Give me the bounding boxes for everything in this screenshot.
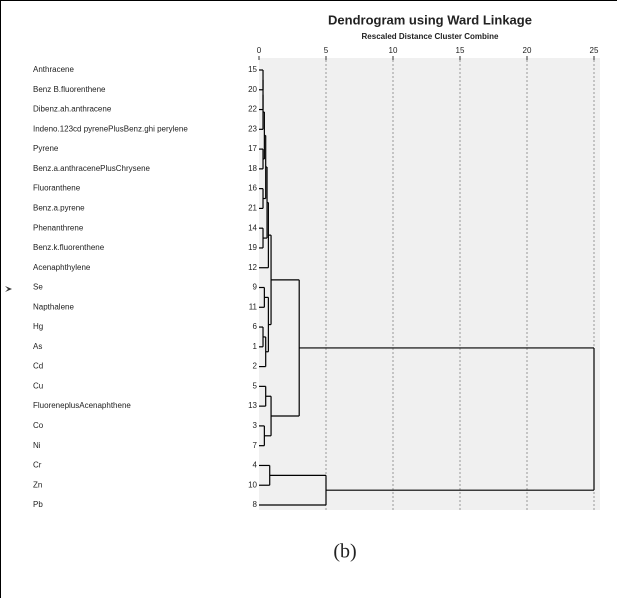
leaf-label: Pyrene [33, 144, 59, 153]
leaf-label: Ni [33, 441, 41, 450]
leaf-label: Dibenz.ah.anthracene [33, 105, 112, 114]
leaf-label: Benz.k.fluorenthene [33, 243, 105, 252]
row-pointer [5, 286, 12, 292]
leaf-label: Benz.a.pyrene [33, 204, 85, 213]
x-tick-label: 15 [456, 46, 465, 55]
leaf-label: FluoreneplusAcenaphthene [33, 401, 131, 410]
case-number: 17 [248, 144, 257, 153]
leaf-label: Cu [33, 381, 43, 390]
case-number: 6 [253, 322, 258, 331]
chart-title: Dendrogram using Ward Linkage [328, 12, 532, 27]
leaf-label: Cr [33, 461, 42, 470]
leaf-label: Hg [33, 322, 43, 331]
leaf-label: As [33, 342, 42, 351]
x-tick-label: 25 [590, 46, 599, 55]
case-number: 23 [248, 124, 257, 133]
leaf-label: Napthalene [33, 302, 74, 311]
caption: (b) [333, 541, 356, 563]
leaf-label: Anthracene [33, 65, 74, 74]
case-number: 22 [248, 105, 257, 114]
case-number: 1 [253, 342, 258, 351]
x-tick-label: 10 [389, 46, 398, 55]
case-number: 19 [248, 243, 257, 252]
leaf-label: Acenaphthylene [33, 263, 91, 272]
x-tick-label: 5 [324, 46, 329, 55]
x-tick-label: 0 [257, 46, 262, 55]
leaf-label: Phenanthrene [33, 223, 84, 232]
case-number: 5 [253, 381, 258, 390]
x-tick-label: 20 [523, 46, 532, 55]
case-number: 20 [248, 85, 257, 94]
leaf-label: Benz B.fluorenthene [33, 85, 106, 94]
case-number: 9 [253, 283, 258, 292]
case-number: 13 [248, 401, 257, 410]
case-number: 18 [248, 164, 257, 173]
chart-subtitle: Rescaled Distance Cluster Combine [362, 32, 499, 41]
case-number: 7 [253, 441, 258, 450]
case-number: 16 [248, 184, 257, 193]
case-number: 10 [248, 480, 257, 489]
case-number: 4 [253, 461, 258, 470]
case-number: 2 [253, 362, 258, 371]
leaf-label: Zn [33, 480, 42, 489]
plot-area [259, 58, 600, 510]
case-number: 12 [248, 263, 257, 272]
leaf-label: Fluoranthene [33, 184, 81, 193]
case-number: 8 [253, 500, 258, 509]
case-number: 21 [248, 204, 257, 213]
case-number: 14 [248, 223, 257, 232]
case-number: 15 [248, 65, 257, 74]
leaf-label: Se [33, 283, 43, 292]
leaf-label: Co [33, 421, 44, 430]
leaf-label: Cd [33, 362, 43, 371]
leaf-label: Benz.a.anthracenePlusChrysene [33, 164, 151, 173]
leaf-label: Pb [33, 500, 43, 509]
case-number: 11 [249, 302, 258, 311]
case-number: 3 [253, 421, 258, 430]
leaf-label: Indeno.123cd pyrenePlusBenz.ghi perylene [33, 124, 188, 133]
